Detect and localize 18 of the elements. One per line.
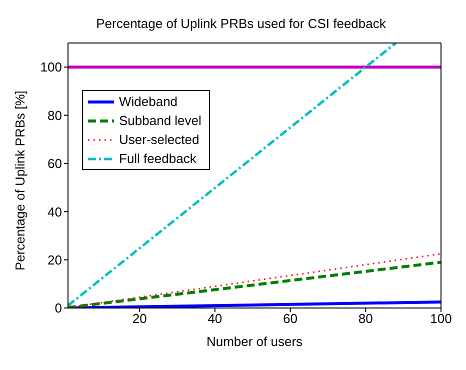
y-tick-label: 80	[48, 108, 62, 123]
x-tick-label: 40	[208, 311, 222, 326]
y-tick-label: 20	[48, 252, 62, 268]
y-tick-label: 40	[48, 204, 62, 220]
x-tick-label: 80	[358, 311, 373, 326]
y-tick-label: 100	[40, 60, 62, 75]
y-tick-label: 0	[54, 300, 62, 316]
legend-label: Full feedback	[119, 151, 196, 166]
chart-title: Percentage of Uplink PRBs used for CSI feedback	[95, 16, 387, 31]
legend-label: Subband level	[119, 113, 202, 128]
legend-label: User-selected	[119, 132, 200, 147]
x-tick-label: 60	[283, 311, 298, 326]
x-tick-label: 100	[430, 311, 452, 326]
y-tick-label: 60	[48, 156, 62, 172]
x-tick-label: 20	[132, 311, 147, 326]
legend-label: Wideband	[119, 94, 178, 109]
y-axis-title: Percentage of Uplink PRBs [%]	[12, 90, 28, 270]
x-axis-title: Number of users	[206, 334, 304, 349]
